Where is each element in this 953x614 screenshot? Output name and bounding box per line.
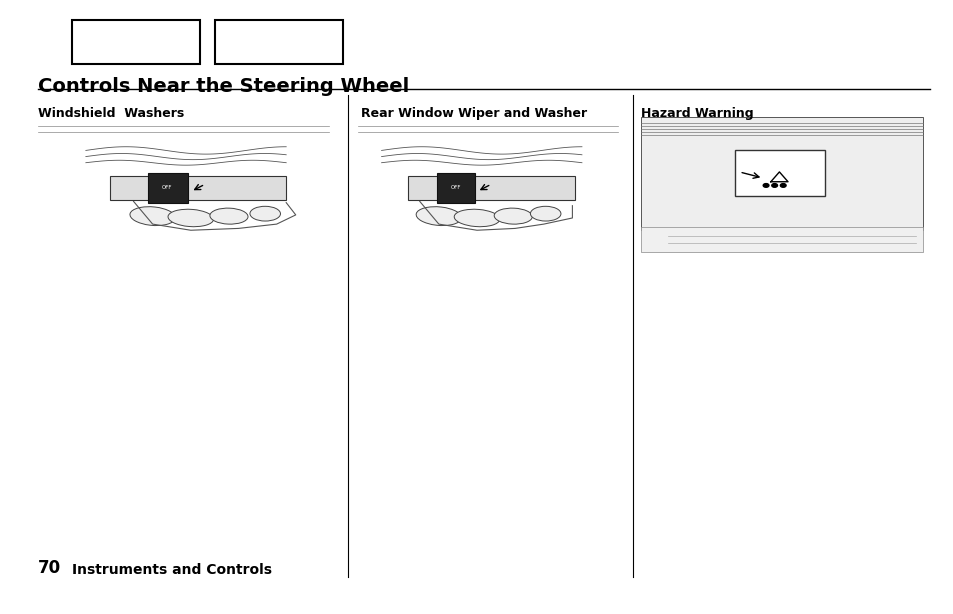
Ellipse shape (494, 208, 532, 224)
Bar (734, 150, 824, 196)
Text: Instruments and Controls: Instruments and Controls (71, 563, 272, 577)
Bar (110, 176, 286, 200)
Bar (214, 20, 343, 64)
Bar (640, 117, 922, 230)
Ellipse shape (530, 206, 560, 221)
Ellipse shape (210, 208, 248, 224)
Text: OFF: OFF (450, 185, 461, 190)
Bar (71, 20, 200, 64)
Text: 70: 70 (38, 559, 61, 577)
Bar (408, 176, 575, 200)
Ellipse shape (250, 206, 280, 221)
Bar (436, 173, 475, 203)
Text: Rear Window Wiper and Washer: Rear Window Wiper and Washer (360, 107, 586, 120)
Ellipse shape (168, 209, 213, 227)
Ellipse shape (454, 209, 499, 227)
Ellipse shape (416, 207, 461, 225)
Circle shape (780, 184, 785, 187)
Text: Controls Near the Steering Wheel: Controls Near the Steering Wheel (38, 77, 409, 96)
Circle shape (762, 184, 768, 187)
Circle shape (771, 184, 777, 187)
Text: Hazard Warning: Hazard Warning (640, 107, 753, 120)
Text: OFF: OFF (161, 185, 172, 190)
Ellipse shape (130, 207, 175, 225)
Bar (148, 173, 188, 203)
Text: Windshield  Washers: Windshield Washers (38, 107, 184, 120)
Bar (640, 227, 922, 252)
